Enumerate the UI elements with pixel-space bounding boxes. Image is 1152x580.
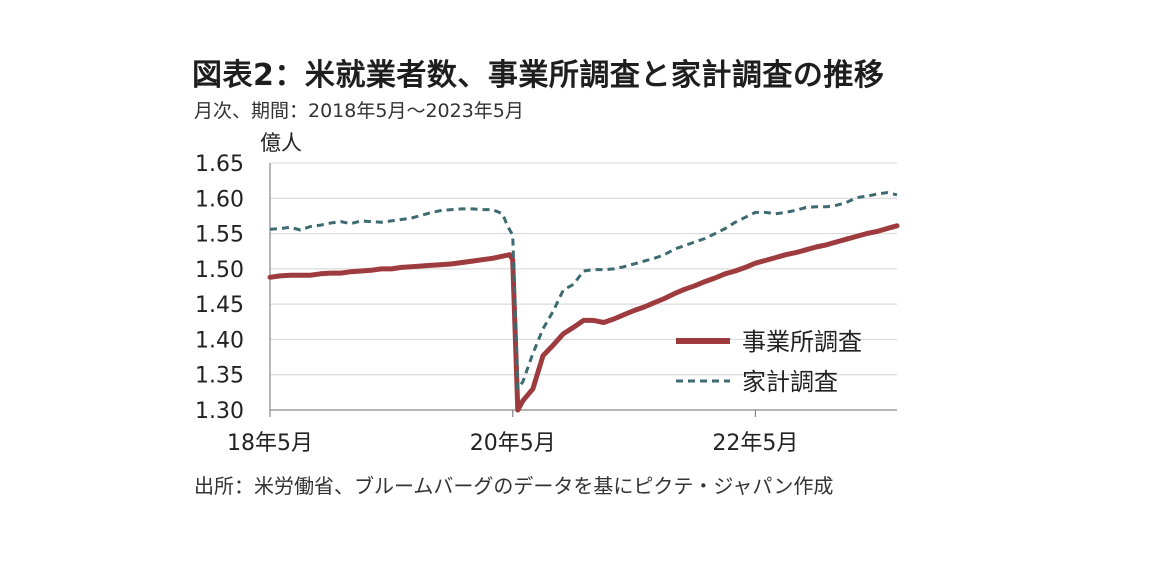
series-line-2 <box>269 191 898 391</box>
y-tick-label: 1.65 <box>195 152 244 177</box>
y-tick-label: 1.35 <box>195 364 244 389</box>
x-tick-label: 20年5月 <box>470 431 556 456</box>
series-line-1 <box>267 223 900 413</box>
legend-label-1: 事業所調査 <box>742 328 862 356</box>
x-tick-label: 22年5月 <box>712 431 798 456</box>
y-axis-label: 億人 <box>260 131 302 155</box>
y-tick-label: 1.30 <box>195 399 244 424</box>
grid <box>270 162 897 376</box>
chart-title: 図表2：米就業者数、事業所調査と家計調査の推移 <box>192 58 885 93</box>
x-tick-label: 18年5月 <box>227 431 313 456</box>
y-tick-label: 1.50 <box>195 258 244 283</box>
y-tick-label: 1.55 <box>195 223 244 248</box>
y-tick-label: 1.45 <box>195 293 244 318</box>
y-tick-label: 1.40 <box>195 328 244 353</box>
chart-subtitle: 月次、期間：2018年5月～2023年5月 <box>194 100 524 122</box>
source-note: 出所：米労働省、ブルームバーグのデータを基にピクテ・ジャパン作成 <box>194 474 834 498</box>
series-lines <box>267 191 900 413</box>
y-axis: 1.65 1.60 1.55 1.50 1.45 1.40 1.35 1.30 <box>195 152 271 424</box>
legend-label-2: 家計調査 <box>742 368 838 396</box>
y-tick-label: 1.60 <box>195 187 244 212</box>
x-axis: 18年5月 20年5月 22年5月 <box>227 409 897 456</box>
